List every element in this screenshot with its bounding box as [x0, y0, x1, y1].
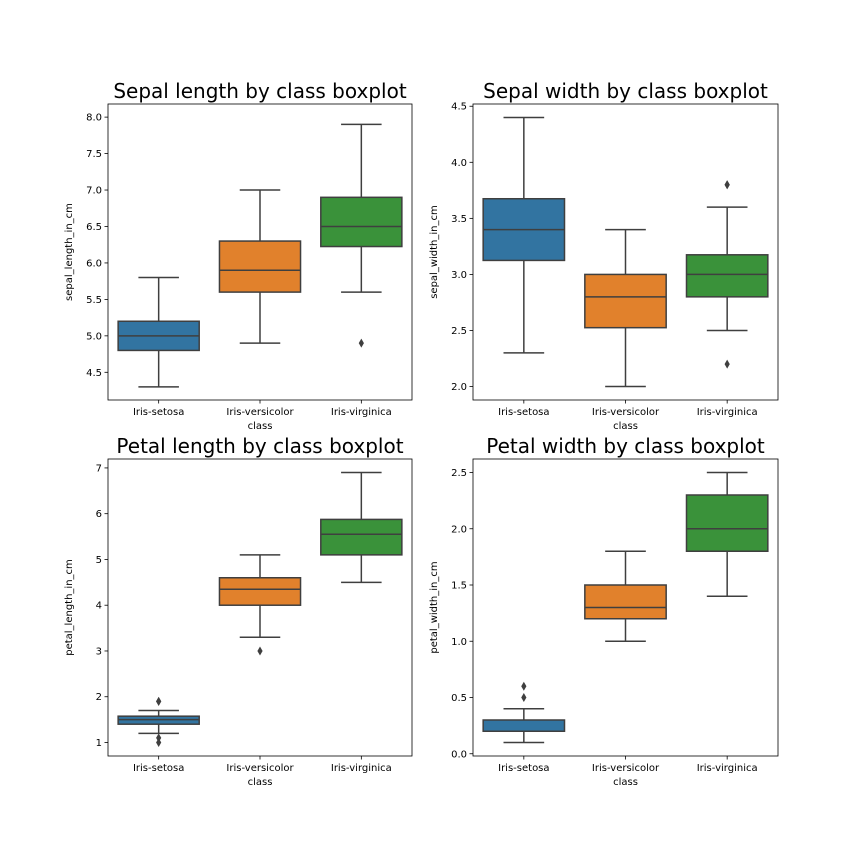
plot-frame — [107, 103, 413, 401]
box-Iris-setosa — [117, 276, 200, 388]
plot-frame — [107, 458, 413, 757]
outlier-point — [156, 733, 162, 743]
iqr-box — [320, 518, 403, 556]
chart-title: Petal width by class boxplot — [486, 434, 765, 458]
y-tick-label: 5.5 — [86, 295, 102, 306]
outlier-point — [156, 738, 162, 747]
iqr-box — [584, 584, 667, 620]
y-axis-label: sepal_length_in_cm — [64, 203, 75, 301]
y-tick-label: 0.0 — [451, 749, 467, 760]
box-Iris-versicolor — [584, 228, 667, 388]
y-tick-label: 1 — [96, 738, 102, 749]
outlier-point — [521, 681, 527, 691]
y-axis-label: sepal_width_in_cm — [429, 205, 440, 299]
y-tick-label: 5 — [96, 555, 102, 566]
x-tick-label: Iris-versicolor — [592, 763, 660, 774]
chart-title: Sepal width by class boxplot — [483, 79, 768, 103]
y-tick-label: 3.0 — [451, 270, 467, 281]
outlier-point — [724, 359, 730, 369]
iqr-box — [685, 494, 769, 552]
y-tick-label: 3 — [96, 646, 102, 657]
plot-frame — [472, 103, 779, 401]
y-tick-label: 4.5 — [86, 368, 102, 379]
chart-panel-1: Sepal length by class boxplot 4.5 5.0 5.5 6.… — [64, 79, 413, 432]
y-tick-label: 3.5 — [451, 214, 467, 225]
outlier-point — [156, 696, 162, 706]
x-tick-label: Iris-versicolor — [226, 407, 294, 418]
box-Iris-setosa — [117, 696, 200, 747]
iqr-box — [218, 577, 302, 606]
outlier-point — [358, 338, 364, 348]
y-tick-label: 6.0 — [86, 258, 102, 269]
box-Iris-versicolor — [584, 550, 667, 642]
y-tick-label: 1.0 — [451, 637, 467, 648]
x-tick-label: Iris-versicolor — [592, 407, 660, 418]
iqr-box — [218, 240, 302, 293]
box-Iris-virginica — [685, 471, 769, 597]
y-axis-label: petal_width_in_cm — [429, 561, 440, 653]
x-axis-label: class — [613, 421, 638, 432]
x-tick-label: Iris-virginica — [331, 763, 392, 774]
outlier-point — [521, 693, 527, 702]
box-Iris-virginica — [685, 180, 769, 369]
chart-panel-3: Petal length by class boxplot 1 2 3 4 5 6 7 peta… — [64, 434, 413, 788]
y-tick-label: 8.0 — [86, 113, 102, 124]
iqr-box — [685, 254, 769, 298]
iqr-box — [320, 196, 403, 248]
y-tick-label: 2.0 — [451, 524, 467, 535]
x-axis-label: class — [248, 777, 273, 788]
y-tick-label: 2 — [96, 692, 102, 703]
y-tick-label: 2.5 — [451, 326, 467, 337]
x-tick-label: Iris-setosa — [498, 763, 549, 774]
box-Iris-virginica — [320, 123, 403, 348]
x-tick-label: Iris-versicolor — [226, 763, 294, 774]
y-tick-label: 4 — [96, 601, 102, 612]
chart-panel-4: Petal width by class boxplot 0.0 0.5 1.0 1.5… — [429, 434, 779, 788]
y-tick-label: 1.5 — [451, 581, 467, 592]
y-tick-label: 6 — [96, 509, 102, 520]
y-tick-label: 0.5 — [451, 693, 467, 704]
y-tick-label: 4.0 — [451, 158, 467, 169]
box-Iris-virginica — [320, 471, 403, 584]
outlier-point — [257, 646, 263, 656]
x-tick-label: Iris-virginica — [331, 407, 392, 418]
y-tick-label: 2.0 — [451, 382, 467, 393]
x-tick-label: Iris-setosa — [133, 763, 184, 774]
chart-panel-2: Sepal width by class boxplot 2.0 2.5 3.0 3.5… — [429, 79, 779, 432]
x-axis-label: class — [613, 777, 638, 788]
y-tick-label: 7.0 — [86, 186, 102, 197]
outlier-point — [724, 180, 730, 190]
plot-frame — [472, 458, 779, 757]
y-tick-label: 7.5 — [86, 149, 102, 160]
box-Iris-setosa — [482, 681, 566, 744]
x-tick-label: Iris-virginica — [697, 763, 758, 774]
iqr-box — [482, 719, 566, 732]
iqr-box — [584, 273, 667, 329]
x-tick-label: Iris-virginica — [697, 407, 758, 418]
y-tick-label: 7 — [96, 463, 102, 474]
x-tick-label: Iris-setosa — [133, 407, 184, 418]
box-Iris-setosa — [482, 116, 566, 354]
y-tick-label: 2.5 — [451, 468, 467, 479]
y-tick-label: 5.0 — [86, 331, 102, 342]
box-Iris-versicolor — [218, 189, 302, 344]
chart-title: Petal length by class boxplot — [116, 434, 403, 458]
chart-title: Sepal length by class boxplot — [113, 79, 407, 103]
y-tick-label: 4.5 — [451, 102, 467, 113]
x-axis-label: class — [248, 421, 273, 432]
y-tick-label: 6.5 — [86, 222, 102, 233]
y-axis-label: petal_length_in_cm — [64, 559, 75, 656]
x-tick-label: Iris-setosa — [498, 407, 549, 418]
box-Iris-versicolor — [218, 554, 302, 656]
